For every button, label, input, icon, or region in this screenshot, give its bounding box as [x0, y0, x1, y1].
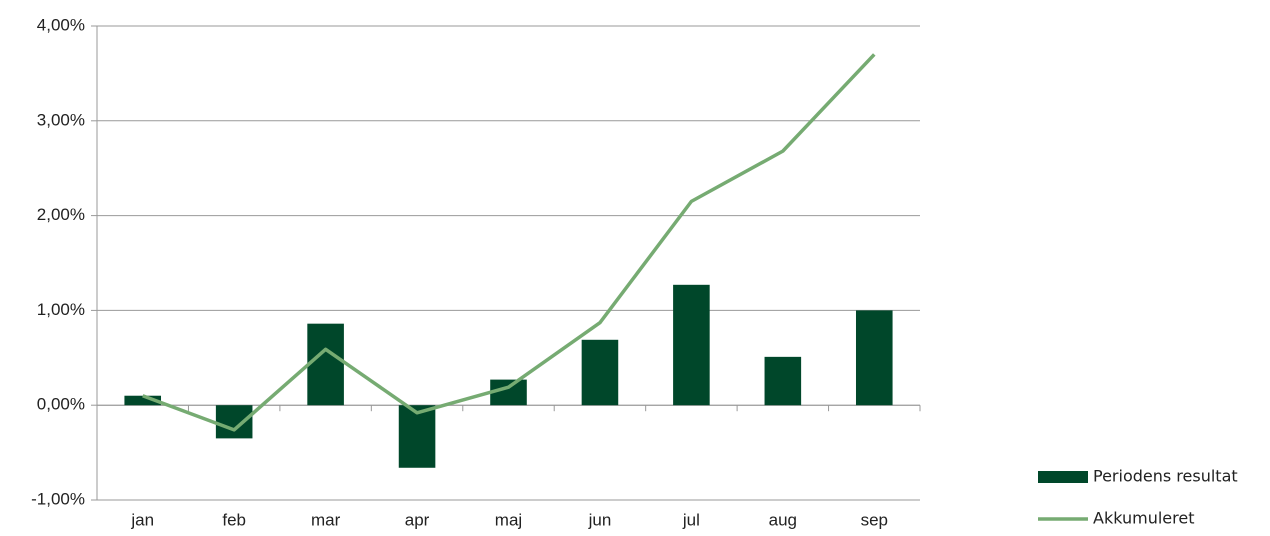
- bar: [764, 356, 802, 406]
- legend-label: Periodens resultat: [1093, 467, 1238, 486]
- bar: [215, 405, 253, 439]
- bar: [673, 284, 710, 406]
- x-tick-label: jan: [130, 510, 154, 529]
- x-tick-label: sep: [861, 510, 888, 529]
- legend-swatch: [1038, 471, 1088, 483]
- x-tick-label: jul: [682, 510, 700, 529]
- legend-label: Akkumuleret: [1093, 509, 1194, 528]
- y-tick-label: -1,00%: [31, 489, 85, 508]
- legend: Periodens resultat Akkumuleret: [1038, 467, 1238, 528]
- bar: [124, 395, 162, 406]
- y-tick-label: 3,00%: [37, 110, 85, 129]
- line: [142, 53, 876, 432]
- bar: [855, 310, 893, 406]
- y-tick-label: 0,00%: [37, 395, 85, 414]
- x-tick-label: feb: [222, 510, 246, 529]
- x-tick-label: maj: [495, 510, 522, 529]
- bar: [398, 405, 436, 468]
- y-tick-label: 4,00%: [37, 15, 85, 34]
- y-tick-label: 2,00%: [37, 205, 85, 224]
- x-tick-label: jun: [588, 510, 612, 529]
- x-tick-label: mar: [311, 510, 341, 529]
- x-tick-label: apr: [405, 510, 430, 529]
- bar: [581, 339, 619, 406]
- x-tick-label: aug: [769, 510, 797, 529]
- bar: [307, 323, 344, 406]
- y-tick-label: 1,00%: [37, 300, 85, 319]
